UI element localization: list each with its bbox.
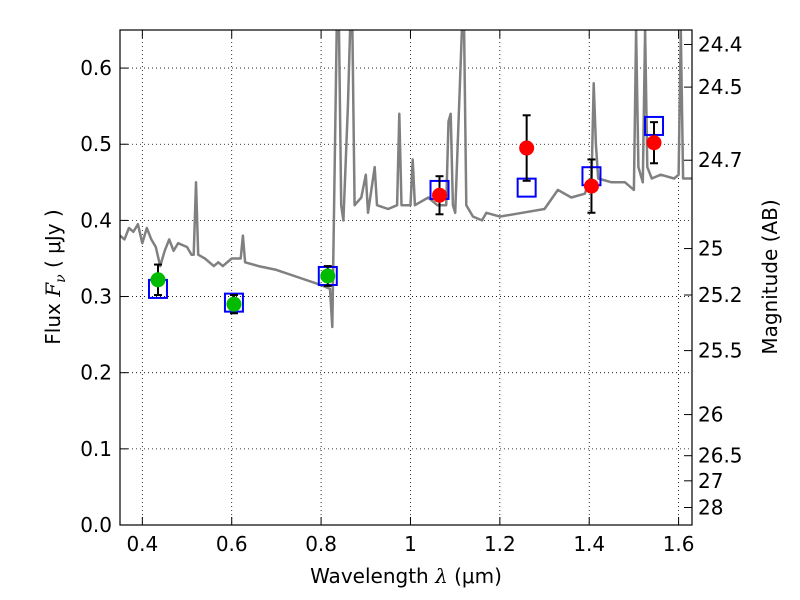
plot-frame — [119, 29, 693, 526]
y-tick-labels: 0.0 0.1 0.2 0.3 0.4 0.5 0.6 — [80, 56, 112, 537]
y-tick-label: 0.1 — [80, 437, 112, 461]
y2-axis-title: Magnitude (AB) — [758, 199, 782, 354]
observed-red-point — [432, 187, 448, 203]
x-tick-label: 1.6 — [663, 532, 695, 556]
observed-points-layer — [150, 114, 662, 315]
x-tick-labels: 0.4 0.6 0.8 1 1.2 1.4 1.6 — [126, 532, 694, 556]
x-tick-label: 0.4 — [126, 532, 158, 556]
magnitude-tick-label: 28 — [698, 495, 723, 519]
y-tick-label: 0.2 — [80, 361, 112, 385]
axes-frame — [119, 29, 693, 526]
y-tick-label: 0.5 — [80, 132, 112, 156]
model-spectrum-line — [120, 30, 692, 329]
x-tick-label: 0.6 — [216, 532, 248, 556]
magnitude-tick-label: 25 — [698, 237, 723, 261]
observed-red-point — [519, 140, 535, 156]
x-tick-label: 0.8 — [305, 532, 337, 556]
magnitude-tick-label: 27 — [698, 469, 723, 493]
observed-green-point — [226, 296, 242, 312]
magnitude-tick-label: 26.5 — [698, 444, 743, 468]
magnitude-tick-label: 26 — [698, 403, 723, 427]
y-tick-label: 0.6 — [80, 56, 112, 80]
observed-green-point — [150, 272, 166, 288]
model-photometry-layer — [147, 115, 665, 313]
model-spectrum-layer — [120, 30, 692, 329]
x-tick-label: 1.2 — [484, 532, 516, 556]
observed-red-point — [583, 178, 599, 194]
y-axis-title: Flux Fν ( μJy ) — [41, 209, 69, 344]
magnitude-tick-label: 24.5 — [698, 75, 743, 99]
grid — [120, 30, 692, 526]
x-tick-label: 1.4 — [573, 532, 605, 556]
y-tick-label: 0.3 — [80, 285, 112, 309]
x-axis-title: Wavelength λ (μm) — [310, 564, 502, 588]
y-tick-label: 0.4 — [80, 208, 112, 232]
observed-green-point — [320, 268, 336, 284]
magnitude-tick-label: 24.7 — [698, 148, 743, 172]
magnitude-tick-label: 25.5 — [698, 339, 743, 363]
magnitude-tick-label: 25.2 — [698, 283, 743, 307]
magnitude-tick-label: 24.4 — [698, 32, 743, 56]
observed-red-point — [646, 135, 662, 151]
x-tick-label: 1 — [404, 532, 417, 556]
y-tick-label: 0.0 — [80, 513, 112, 537]
